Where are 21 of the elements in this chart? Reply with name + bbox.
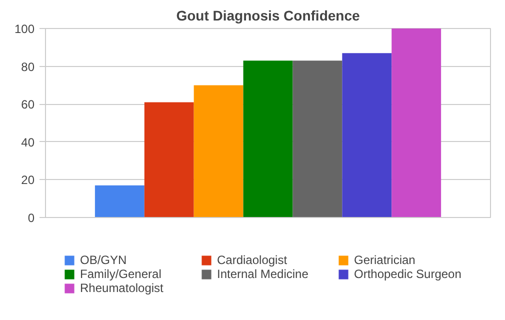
bar bbox=[392, 28, 442, 218]
bar bbox=[144, 102, 194, 218]
bar bbox=[292, 60, 342, 218]
legend-label: Orthopedic Surgeon bbox=[354, 267, 462, 281]
bar bbox=[194, 85, 244, 218]
legend-label: OB/GYN bbox=[80, 253, 128, 267]
bar bbox=[94, 185, 144, 218]
legend-label: Internal Medicine bbox=[217, 267, 310, 281]
y-tick-label: 80 bbox=[21, 60, 35, 74]
bar bbox=[342, 53, 392, 218]
y-tick-label: 0 bbox=[28, 211, 35, 225]
y-tick-label: 20 bbox=[21, 173, 35, 188]
legend-label: Rheumatologist bbox=[80, 281, 164, 295]
legend-label: Family/General bbox=[80, 267, 162, 281]
chart-title: Gout Diagnosis Confidence bbox=[176, 8, 360, 24]
y-tick-label: 60 bbox=[21, 98, 35, 112]
y-tick-label: 40 bbox=[21, 135, 35, 150]
legend-label: Cardiaologist bbox=[217, 253, 288, 267]
bar bbox=[243, 60, 293, 218]
y-tick-label: 100 bbox=[14, 22, 35, 36]
legend-label: Geriatrician bbox=[354, 253, 416, 267]
